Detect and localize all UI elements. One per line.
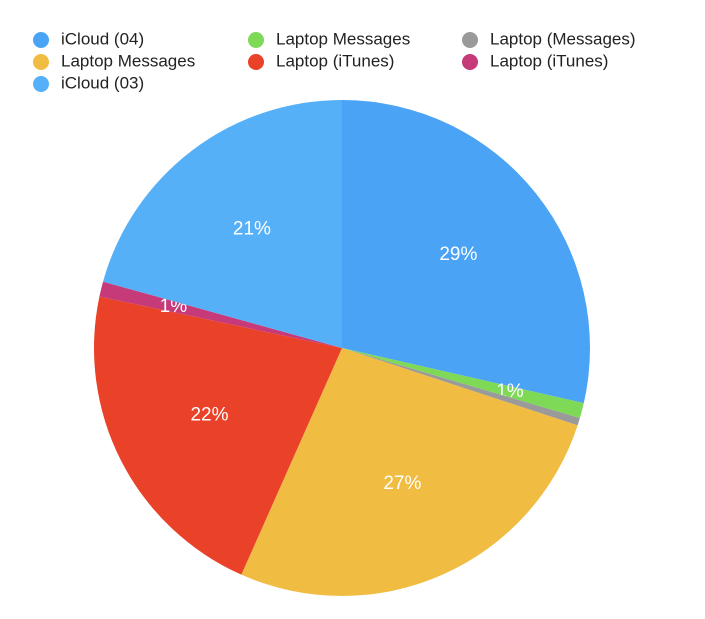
data-label: 29% (439, 244, 477, 265)
legend-swatch (33, 76, 49, 92)
pie-slice (342, 100, 590, 404)
legend-label: iCloud (04) (61, 29, 144, 48)
legend-label: Laptop Messages (276, 29, 410, 48)
legend-swatch (33, 54, 49, 70)
pie-slice (93, 296, 342, 575)
pie-slice (103, 100, 342, 348)
legend-label: Laptop (iTunes) (276, 51, 394, 70)
data-label: 22% (190, 405, 228, 426)
data-label: 27% (383, 473, 421, 494)
data-label: 21% (233, 219, 271, 240)
legend-label: iCloud (03) (61, 73, 144, 92)
legend-swatch (462, 32, 478, 48)
legend-swatch (33, 32, 49, 48)
pie-slice (342, 348, 580, 426)
legend-swatch (248, 32, 264, 48)
legend-swatch (462, 54, 478, 70)
legend-swatch (248, 54, 264, 70)
legend-label: Laptop (Messages) (490, 29, 636, 48)
pie-slice (241, 348, 578, 596)
legend-label: Laptop (iTunes) (490, 51, 608, 70)
pie-slice (342, 348, 584, 419)
pie-slice (99, 281, 343, 348)
legend-label: Laptop Messages (61, 51, 195, 70)
